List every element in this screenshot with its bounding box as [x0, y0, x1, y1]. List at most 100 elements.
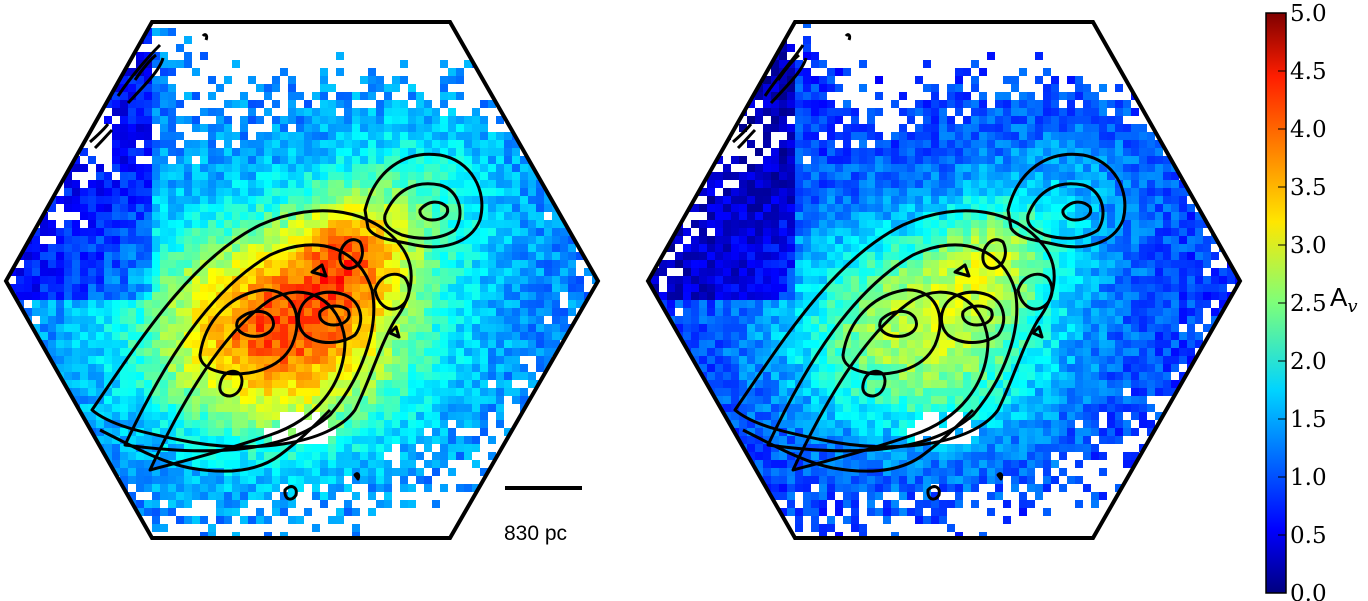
map-pixel: [907, 244, 915, 252]
map-pixel: [843, 276, 851, 284]
map-pixel: [496, 268, 504, 276]
map-pixel: [232, 364, 240, 372]
map-pixel: [264, 388, 272, 396]
map-pixel: [128, 324, 136, 332]
map-pixel: [488, 404, 496, 412]
map-pixel: [240, 340, 248, 348]
map-pixel: [408, 364, 416, 372]
map-pixel: [899, 196, 907, 204]
map-pixel: [24, 268, 32, 276]
map-pixel: [1131, 236, 1139, 244]
map-pixel: [192, 308, 200, 316]
map-pixel: [264, 212, 272, 220]
map-pixel: [835, 164, 843, 172]
map-pixel: [48, 316, 56, 324]
map-pixel: [48, 444, 56, 452]
map-pixel: [979, 156, 987, 164]
map-pixel: [216, 148, 224, 156]
map-pixel: [48, 180, 56, 188]
map-pixel: [360, 308, 368, 316]
map-pixel: [16, 316, 24, 324]
map-pixel: [120, 92, 128, 100]
map-pixel: [488, 204, 496, 212]
map-pixel: [875, 228, 883, 236]
map-pixel: [1187, 212, 1195, 220]
map-pixel: [88, 420, 96, 428]
map-pixel: [280, 460, 288, 468]
map-pixel: [1083, 164, 1091, 172]
map-pixel: [1035, 164, 1043, 172]
map-pixel: [248, 372, 256, 380]
map-pixel: [376, 196, 384, 204]
map-pixel: [88, 500, 96, 508]
map-pixel: [795, 116, 803, 124]
map-pixel: [96, 172, 104, 180]
map-pixel: [40, 268, 48, 276]
map-pixel: [40, 356, 48, 364]
map-pixel: [931, 252, 939, 260]
map-pixel: [176, 388, 184, 396]
map-pixel: [795, 84, 803, 92]
map-pixel: [827, 252, 835, 260]
map-pixel: [472, 244, 480, 252]
map-pixel: [552, 100, 560, 108]
map-pixel: [552, 220, 560, 228]
map-pixel: [819, 116, 827, 124]
map-pixel: [96, 436, 104, 444]
map-pixel: [1123, 100, 1131, 108]
map-pixel: [216, 348, 224, 356]
map-pixel: [544, 412, 552, 420]
map-pixel: [715, 212, 723, 220]
map-pixel: [915, 164, 923, 172]
map-pixel: [1043, 228, 1051, 236]
map-pixel: [360, 300, 368, 308]
map-pixel: [80, 164, 88, 172]
map-pixel: [955, 100, 963, 108]
map-pixel: [1131, 156, 1139, 164]
map-pixel: [128, 180, 136, 188]
map-pixel: [707, 220, 715, 228]
map-pixel: [208, 268, 216, 276]
map-pixel: [408, 428, 416, 436]
map-pixel: [416, 332, 424, 340]
map-pixel: [1067, 124, 1075, 132]
map-pixel: [168, 388, 176, 396]
map-pixel: [112, 452, 120, 460]
map-pixel: [899, 236, 907, 244]
map-pixel: [416, 404, 424, 412]
map-pixel: [971, 204, 979, 212]
map-pixel: [312, 396, 320, 404]
map-pixel: [1115, 276, 1123, 284]
map-pixel: [184, 92, 192, 100]
map-pixel: [144, 484, 152, 492]
map-pixel: [80, 460, 88, 468]
map-pixel: [344, 228, 352, 236]
map-pixel: [400, 228, 408, 236]
map-pixel: [168, 204, 176, 212]
map-pixel: [971, 236, 979, 244]
map-pixel: [987, 228, 995, 236]
map-pixel: [104, 420, 112, 428]
map-pixel: [987, 52, 995, 60]
map-pixel: [464, 196, 472, 204]
map-pixel: [875, 164, 883, 172]
map-pixel: [827, 180, 835, 188]
map-pixel: [32, 196, 40, 204]
map-pixel: [1155, 172, 1163, 180]
map-pixel: [1035, 300, 1043, 308]
map-pixel: [64, 372, 72, 380]
map-pixel: [320, 220, 328, 228]
map-pixel: [96, 92, 104, 100]
map-pixel: [232, 252, 240, 260]
map-pixel: [1067, 76, 1075, 84]
map-pixel: [144, 188, 152, 196]
map-pixel: [440, 316, 448, 324]
map-pixel: [200, 396, 208, 404]
map-pixel: [536, 292, 544, 300]
map-pixel: [248, 148, 256, 156]
map-pixel: [1035, 180, 1043, 188]
map-pixel: [400, 284, 408, 292]
map-pixel: [891, 172, 899, 180]
map-pixel: [280, 188, 288, 196]
map-pixel: [176, 348, 184, 356]
